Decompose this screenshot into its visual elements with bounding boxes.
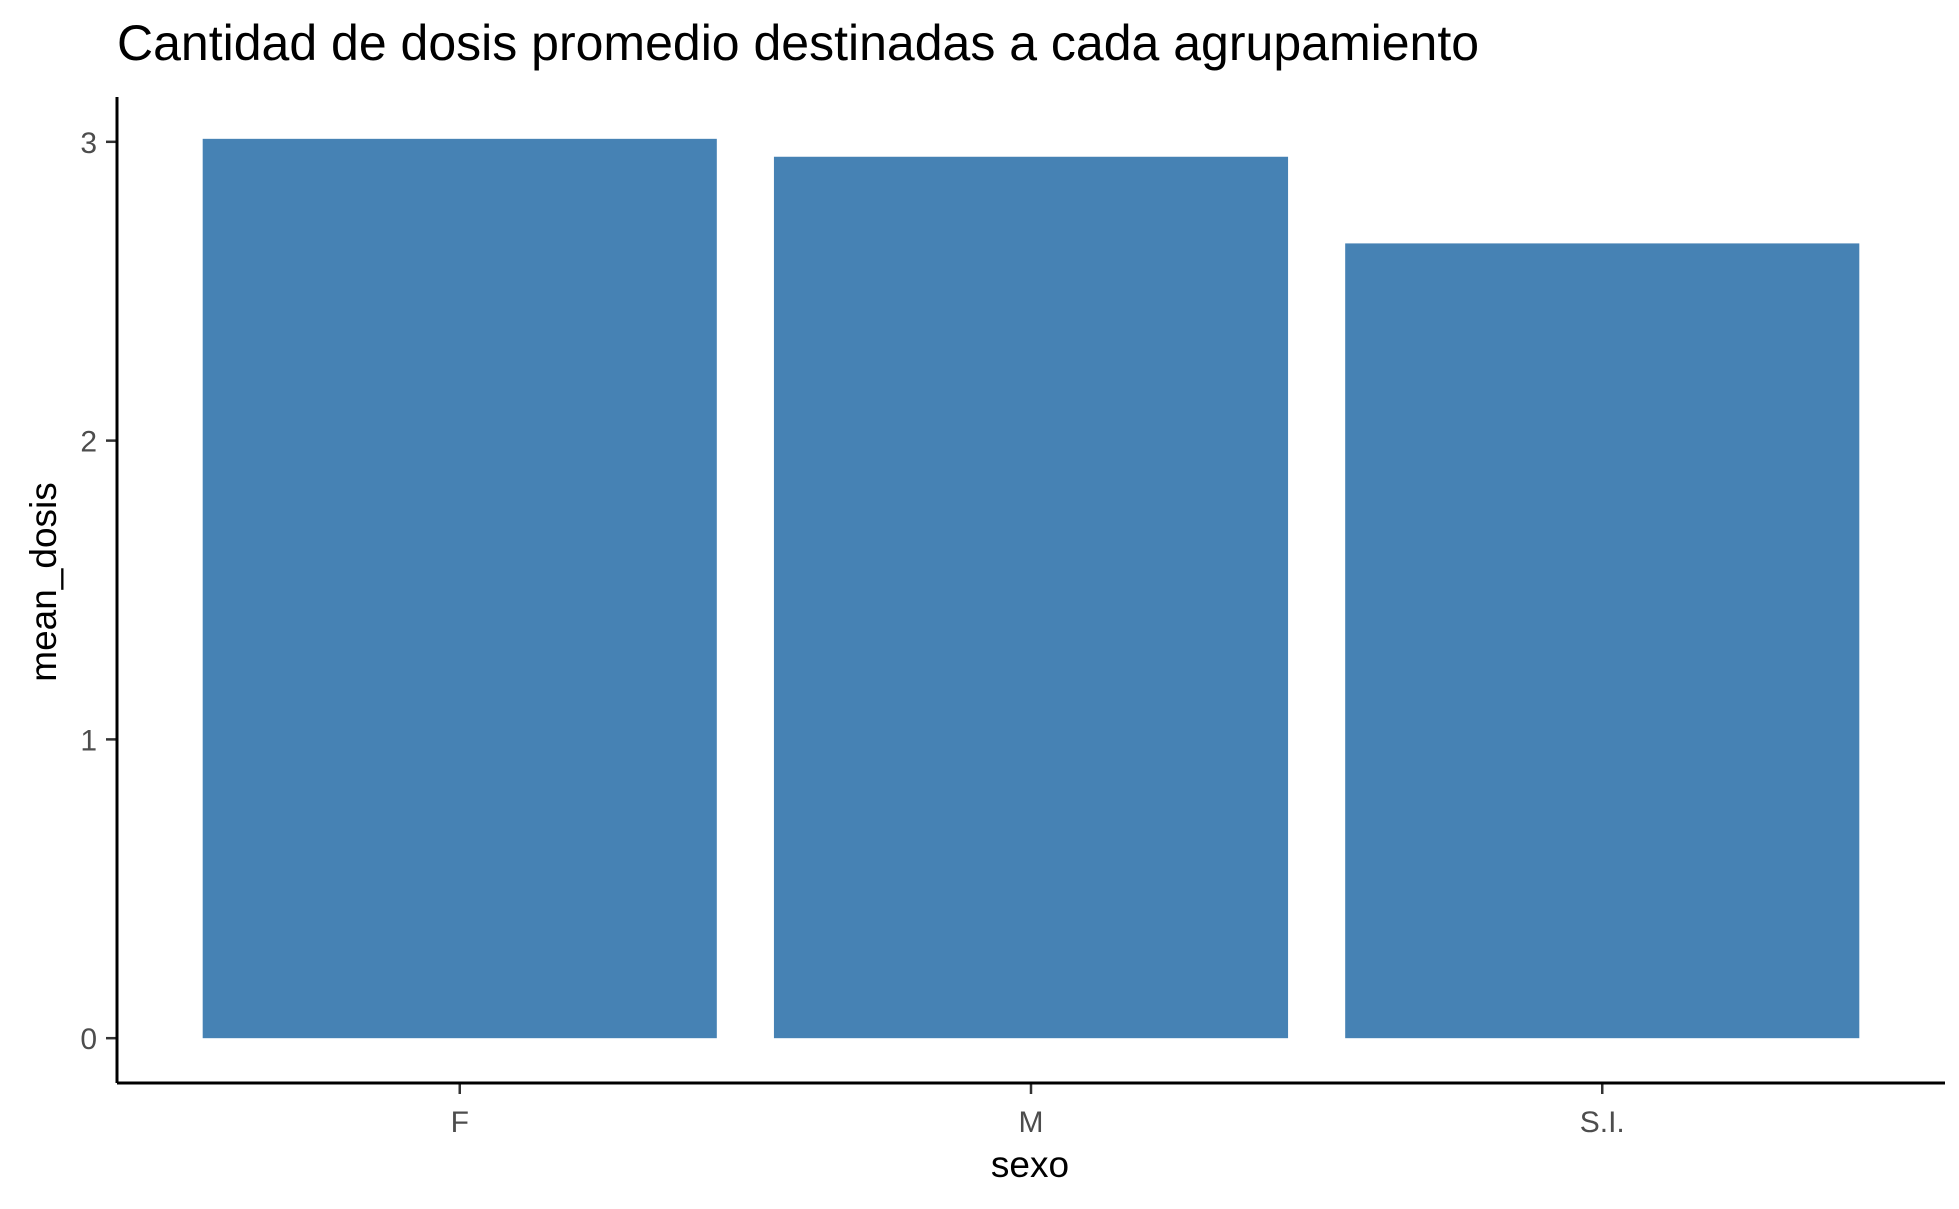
y-axis-title: mean_dosis bbox=[23, 482, 64, 682]
x-axis-ticks: F M S.I. bbox=[451, 1083, 1625, 1139]
bar-f bbox=[202, 138, 717, 1039]
y-tick-label: 2 bbox=[80, 426, 97, 459]
y-axis-ticks: 0 1 2 3 bbox=[80, 127, 117, 1056]
y-tick-label: 0 bbox=[80, 1023, 97, 1056]
y-tick-label: 3 bbox=[80, 127, 97, 160]
bars-group bbox=[202, 138, 1860, 1039]
x-tick-label: S.I. bbox=[1580, 1106, 1625, 1139]
x-tick-label: F bbox=[451, 1106, 469, 1139]
bar-s-i bbox=[1345, 243, 1860, 1039]
y-tick-label: 1 bbox=[80, 724, 97, 757]
bar-m bbox=[773, 156, 1289, 1039]
x-tick-label: M bbox=[1019, 1106, 1044, 1139]
chart-title: Cantidad de dosis promedio destinadas a … bbox=[117, 15, 1479, 71]
x-axis-title: sexo bbox=[991, 1144, 1069, 1185]
